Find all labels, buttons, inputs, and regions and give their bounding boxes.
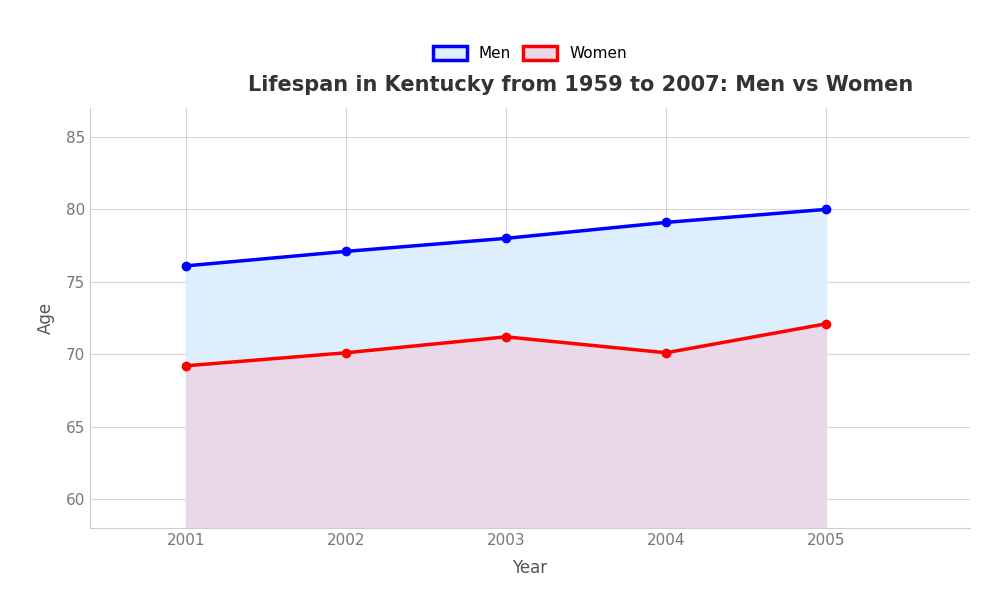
Legend: Men, Women: Men, Women xyxy=(427,40,633,67)
X-axis label: Year: Year xyxy=(512,559,548,577)
Y-axis label: Age: Age xyxy=(37,302,55,334)
Text: Lifespan in Kentucky from 1959 to 2007: Men vs Women: Lifespan in Kentucky from 1959 to 2007: … xyxy=(248,76,914,95)
